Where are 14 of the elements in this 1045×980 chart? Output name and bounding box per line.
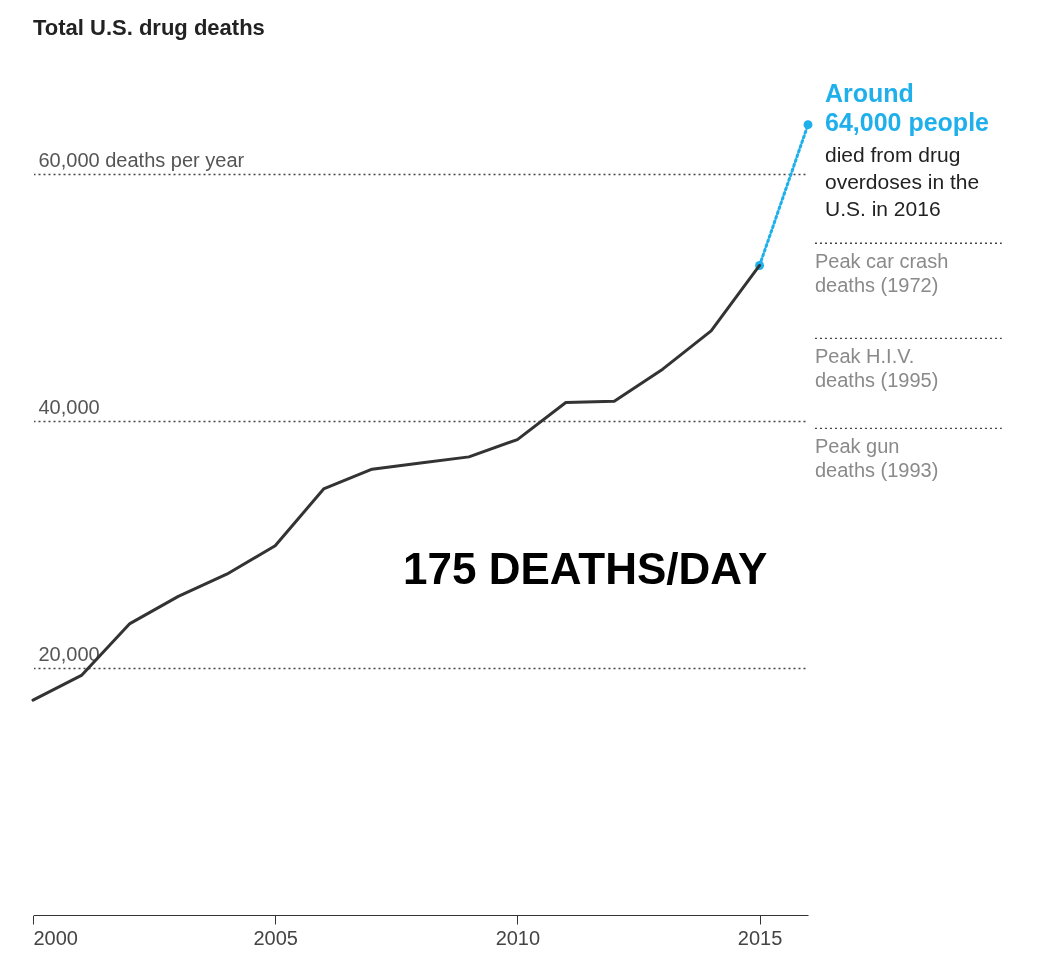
text: died from drug overdoses in the U.S. in 2016	[825, 142, 980, 220]
annotation: 175 DEATHS/DAY	[403, 544, 768, 593]
x-tick-label: 2005	[253, 926, 298, 949]
y-tick-label: 40,000	[38, 395, 100, 418]
y-tick-label: 20,000	[38, 642, 100, 665]
ref-line-label: Peak gun deaths (1993)	[814, 435, 939, 482]
ref-line-label: Peak H.I.V. deaths (1995)	[814, 345, 939, 392]
y-tick-label: 60,000 deaths per year	[38, 148, 245, 171]
x-tick-label: 2010	[495, 926, 541, 949]
x-tick-label: 2015	[737, 926, 783, 949]
annotation: Around 64,000 people	[825, 78, 990, 136]
x-tick-label: 2000	[33, 926, 78, 949]
chart-title: Total U.S. drug deaths	[33, 14, 265, 40]
ref-line-label: Peak car crash deaths (1972)	[814, 250, 949, 297]
